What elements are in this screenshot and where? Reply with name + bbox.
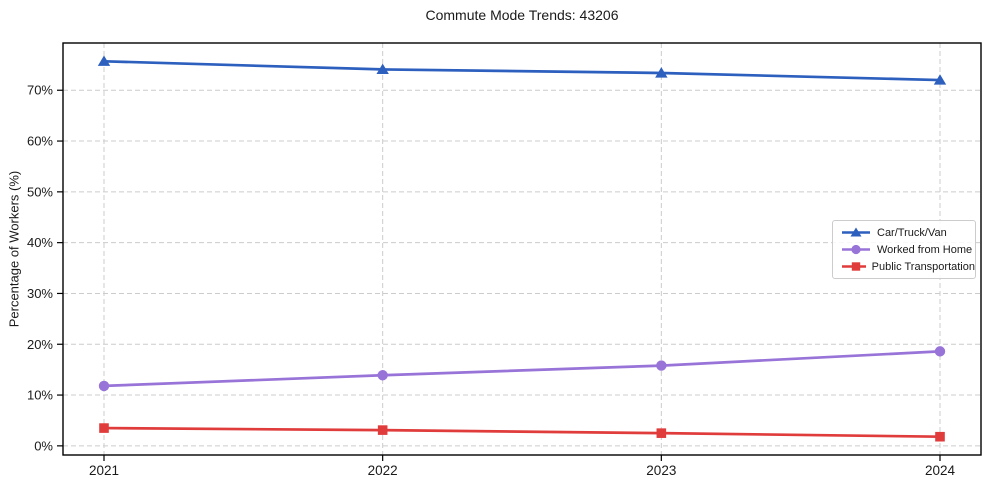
- legend-label: Car/Truck/Van: [877, 226, 947, 239]
- legend-label: Public Transportation: [871, 260, 975, 273]
- data-point-square: [935, 431, 945, 442]
- x-tick-label: 2024: [925, 463, 956, 478]
- y-tick-label: 10%: [27, 388, 53, 403]
- series-line-car-truck-van: [102, 59, 942, 82]
- data-point-circle: [377, 370, 388, 381]
- axes-spines: [62, 42, 982, 456]
- legend-item-worked-from-home: Worked from Home: [833, 243, 975, 256]
- y-tick-label: 20%: [27, 337, 53, 352]
- legend-item-public-transportation: Public Transportation: [833, 260, 975, 273]
- y-tick-label: 40%: [27, 235, 53, 250]
- data-point-square: [656, 428, 667, 438]
- data-point-square: [99, 423, 109, 433]
- data-point-triangle: [376, 63, 389, 75]
- data-point-square: [377, 425, 388, 435]
- legend-sample-square-icon: [842, 262, 866, 271]
- legend-sample-circle-icon: [842, 244, 870, 255]
- legend: Car/Truck/Van Worked from Home Public Tran…: [832, 220, 976, 279]
- series-line-worked-from-home: [102, 350, 942, 388]
- x-tick-label: 2023: [646, 463, 676, 478]
- data-point-triangle: [933, 74, 947, 85]
- x-tick-label: 2021: [89, 463, 119, 478]
- data-point-circle: [656, 360, 667, 371]
- legend-item-car-truck-van: Car/Truck/Van: [833, 226, 975, 239]
- x-tick-label: 2022: [368, 463, 398, 478]
- data-point-triangle: [655, 67, 668, 78]
- data-point-circle: [98, 380, 110, 392]
- y-tick-label: 50%: [27, 184, 53, 199]
- y-tick-label: 70%: [27, 83, 53, 98]
- legend-sample-triangle-icon: [842, 227, 870, 237]
- chart-title: Commute Mode Trends: 43206: [425, 7, 619, 23]
- y-tick-label: 60%: [27, 134, 53, 149]
- data-point-circle: [934, 346, 946, 357]
- legend-label: Worked from Home: [877, 243, 973, 256]
- series-line-public-transportation: [102, 426, 942, 439]
- y-tick-label: 30%: [27, 286, 53, 301]
- data-point-triangle: [97, 55, 111, 66]
- y-tick-label: 0%: [34, 438, 53, 453]
